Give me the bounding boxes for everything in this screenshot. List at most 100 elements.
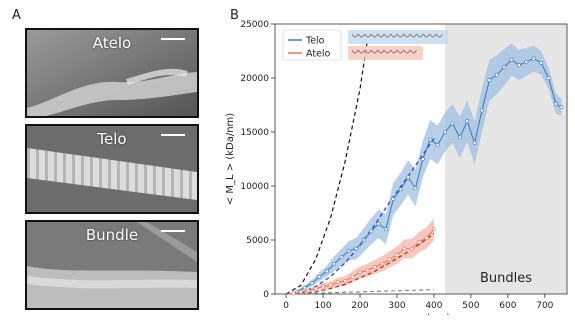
scale-bar <box>161 134 185 136</box>
data-point-atelo <box>321 284 325 289</box>
data-point-telo <box>443 130 447 134</box>
data-point-atelo <box>306 288 311 293</box>
data-point-telo <box>524 59 529 64</box>
data-point-telo <box>317 274 322 279</box>
data-point-telo <box>324 269 329 274</box>
data-point-atelo <box>395 253 399 258</box>
data-point-atelo <box>343 279 348 283</box>
micrograph-atelo: Atelo <box>25 28 199 118</box>
y-tick-label: 15000 <box>240 128 269 138</box>
data-point-telo <box>517 63 521 67</box>
x-tick-label: 700 <box>536 301 553 311</box>
micrograph-telo: Telo <box>25 124 199 214</box>
data-point-telo <box>450 121 455 126</box>
data-point-telo <box>509 57 514 62</box>
micrograph-bundle-image <box>27 222 197 308</box>
data-point-telo <box>383 227 388 232</box>
data-point-telo <box>502 65 507 70</box>
data-point-telo <box>376 221 381 226</box>
data-point-telo <box>480 108 484 113</box>
data-point-atelo <box>402 246 407 251</box>
y-tick-label: 20000 <box>240 74 269 84</box>
data-point-atelo <box>313 286 318 291</box>
telo-coil-glyph <box>410 33 417 38</box>
y-tick-label: 0 <box>263 290 269 300</box>
telo-coil-glyph <box>429 33 437 38</box>
data-point-atelo <box>409 246 414 251</box>
series-band-atelo <box>293 218 434 294</box>
panel-a-letter: A <box>12 8 21 23</box>
bundles-region-label: Bundles <box>480 271 532 286</box>
data-point-atelo <box>350 274 355 279</box>
atelo-coil-glyph <box>410 49 417 54</box>
y-axis-label: < M_L > (kDa/nm) <box>225 113 236 205</box>
data-point-atelo <box>380 261 385 266</box>
data-point-telo <box>539 60 544 65</box>
plot-frame <box>274 23 568 295</box>
data-point-telo <box>435 143 440 147</box>
legend-label-atelo: Atelo <box>306 49 331 60</box>
x-tick-label: 300 <box>388 301 405 311</box>
fit-line-dashed-gray <box>286 289 434 295</box>
data-point-atelo <box>417 240 422 245</box>
data-point-atelo <box>424 235 429 240</box>
legend-label-telo: Telo <box>305 36 325 47</box>
telo-coil-glyph <box>371 33 378 38</box>
data-point-atelo <box>358 270 362 275</box>
y-tick-label: 5000 <box>246 236 269 246</box>
micrograph-atelo-image <box>27 30 197 116</box>
y-tick-label: 10000 <box>240 182 269 192</box>
telo-coil-glyph <box>377 33 385 38</box>
telo-coil-glyph <box>351 33 359 38</box>
micrograph-telo-image <box>27 126 197 212</box>
data-point-telo <box>559 105 564 110</box>
x-tick-label: 0 <box>283 301 289 311</box>
data-point-atelo <box>291 291 296 296</box>
atelo-fibril-schematic-icon <box>348 46 423 60</box>
atelo-coil-glyph <box>403 49 411 54</box>
data-point-telo <box>302 285 307 290</box>
series-band-telo <box>297 43 562 294</box>
data-point-atelo <box>432 227 436 232</box>
x-axis-label: < w > (nm) <box>392 313 450 315</box>
data-point-atelo <box>365 268 370 273</box>
telo-coil-glyph <box>423 33 430 38</box>
telo-coil-glyph <box>390 33 398 38</box>
micrograph-bundle: Bundle <box>25 220 199 310</box>
fit-line-dashed-black <box>285 40 368 295</box>
x-tick-label: 200 <box>351 301 368 311</box>
telo-coil-glyph <box>403 33 411 38</box>
atelo-coil-glyph <box>364 49 372 54</box>
atelo-coil-glyph <box>371 49 378 54</box>
data-point-atelo <box>335 280 340 285</box>
x-tick-label: 500 <box>462 301 479 311</box>
telo-coil-glyph <box>364 33 372 38</box>
data-point-telo <box>531 56 536 61</box>
atelo-coil-glyph <box>351 49 359 54</box>
atelo-coil-glyph <box>377 49 385 54</box>
data-point-telo <box>332 261 337 266</box>
atelo-coil-glyph <box>397 49 404 54</box>
micrograph-label: Bundle <box>85 226 139 244</box>
data-point-atelo <box>328 283 333 288</box>
data-point-telo <box>413 186 418 191</box>
micrograph-label: Atelo <box>92 34 132 52</box>
data-point-telo <box>494 72 499 77</box>
data-point-telo <box>487 78 492 83</box>
ml-vs-width-chart: Bundles 0 100 200 300 400 500 600 700 0 5000 10000 1… <box>225 20 568 315</box>
x-tick-label: 400 <box>425 301 442 311</box>
telo-coil-glyph <box>358 33 365 38</box>
data-point-telo <box>391 197 396 201</box>
scale-bar <box>161 38 185 40</box>
telo-fibril-schematic-icon <box>348 30 448 44</box>
data-point-telo <box>457 135 462 140</box>
data-point-telo <box>354 246 359 251</box>
atelo-coil-glyph <box>384 49 391 54</box>
data-point-atelo <box>298 289 303 294</box>
data-point-telo <box>339 255 344 260</box>
data-point-telo <box>406 175 410 180</box>
telo-coil-glyph <box>397 33 404 38</box>
fit-line-dashed-blue <box>300 138 435 294</box>
data-point-telo <box>420 157 425 161</box>
data-point-telo <box>361 238 366 242</box>
